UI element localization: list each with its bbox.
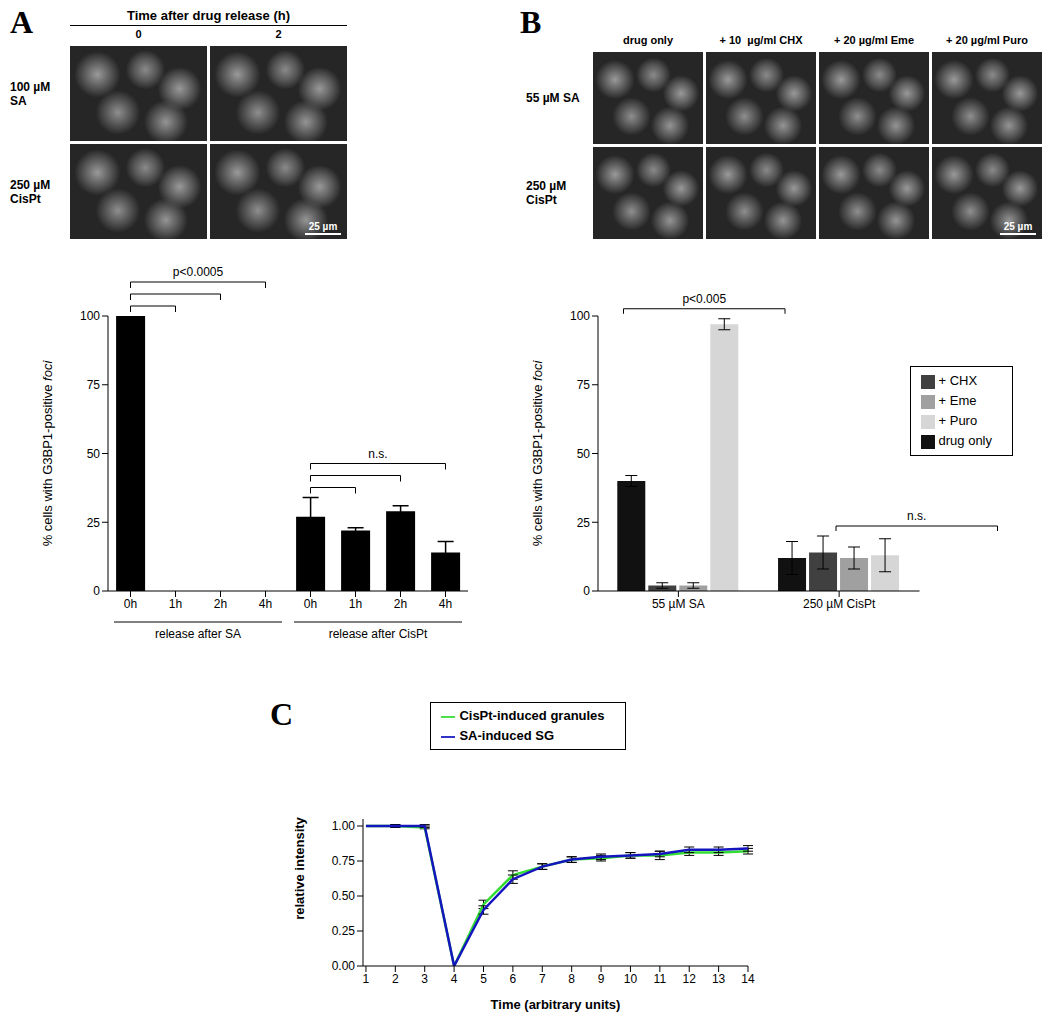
html-text:drug only: drug only	[622, 34, 673, 46]
svg-text:1h: 1h	[169, 597, 182, 611]
svg-text:0.50: 0.50	[332, 889, 356, 903]
html-text:0: 0	[135, 28, 142, 40]
html-text:CisPt-induced granules: CisPt-induced granules	[459, 708, 605, 723]
html-text:B: B	[520, 4, 542, 40]
html-text:drug only: drug only	[938, 433, 992, 448]
svg-text:250 µM CisPt: 250 µM CisPt	[803, 597, 876, 611]
svg-text:7: 7	[539, 972, 546, 986]
svg-text:100: 100	[570, 309, 590, 323]
html-text:+ 20 µg/ml Eme: + 20 µg/ml Eme	[834, 34, 914, 46]
svg-text:0h: 0h	[124, 597, 137, 611]
svg-text:0.00: 0.00	[332, 959, 356, 973]
svg-text:Time (arbitrary units): Time (arbitrary units)	[491, 997, 621, 1012]
svg-text:11: 11	[654, 972, 667, 986]
svg-text:0: 0	[93, 584, 100, 598]
svg-text:1.00: 1.00	[332, 819, 356, 833]
svg-text:4: 4	[451, 972, 458, 986]
html-text:100 µM SA: 100 µM SA	[10, 79, 51, 108]
svg-text:10: 10	[624, 972, 638, 986]
svg-text:1h: 1h	[349, 597, 362, 611]
svg-text:25: 25	[87, 516, 101, 530]
svg-text:50: 50	[577, 447, 591, 461]
svg-text:n.s.: n.s.	[368, 447, 387, 461]
html-text:25 µm: 25 µm	[308, 221, 338, 232]
html-text:25 µm: 25 µm	[1003, 221, 1033, 232]
svg-text:55 µM SA: 55 µM SA	[652, 597, 705, 611]
svg-text:4h: 4h	[259, 597, 272, 611]
svg-text:100: 100	[80, 309, 100, 323]
svg-text:50: 50	[87, 447, 101, 461]
html-text:2: 2	[275, 28, 282, 40]
svg-text:release after SA: release after SA	[155, 627, 241, 641]
svg-text:0.25: 0.25	[332, 924, 356, 938]
html-text:+ Eme: + Eme	[938, 393, 977, 408]
svg-text:13: 13	[712, 972, 726, 986]
svg-text:% cells with G3BP1-positive fo: % cells with G3BP1-positive foci	[40, 360, 55, 547]
svg-text:p<0.0005: p<0.0005	[173, 265, 224, 279]
svg-text:3: 3	[421, 972, 428, 986]
html-text:+ 10 µg/ml CHX: + 10 µg/ml CHX	[719, 34, 803, 46]
svg-text:6: 6	[510, 972, 517, 986]
svg-text:% cells with G3BP1-positive fo: % cells with G3BP1-positive foci	[530, 360, 545, 547]
html-text:250 µM CisPt: 250 µM CisPt	[10, 177, 51, 206]
svg-text:n.s.: n.s.	[907, 509, 926, 523]
svg-text:75: 75	[577, 378, 591, 392]
svg-text:5: 5	[480, 972, 487, 986]
svg-text:25: 25	[577, 516, 591, 530]
svg-text:2: 2	[392, 972, 399, 986]
svg-text:2h: 2h	[394, 597, 407, 611]
svg-text:8: 8	[568, 972, 575, 986]
svg-text:9: 9	[598, 972, 605, 986]
svg-text:0h: 0h	[304, 597, 317, 611]
svg-text:release after CisPt: release after CisPt	[329, 627, 428, 641]
html-text:55 µM SA: 55 µM SA	[526, 91, 580, 105]
html-text:250 µM CisPt: 250 µM CisPt	[526, 179, 567, 207]
svg-text:2h: 2h	[214, 597, 227, 611]
svg-text:75: 75	[87, 378, 101, 392]
html-text:SA-induced SG: SA-induced SG	[459, 728, 554, 743]
html-text:+ CHX: + CHX	[938, 373, 978, 388]
html-text:+ 20 µg/ml Puro: + 20 µg/ml Puro	[946, 34, 1028, 46]
svg-text:12: 12	[683, 972, 697, 986]
html-text:+ Puro: + Puro	[938, 413, 978, 428]
html-text:C: C	[270, 696, 294, 732]
svg-text:p<0.005: p<0.005	[682, 292, 726, 306]
html-text:A: A	[10, 4, 34, 40]
svg-text:4h: 4h	[439, 597, 452, 611]
svg-text:relative intensity: relative intensity	[292, 816, 307, 919]
svg-text:14: 14	[741, 972, 755, 986]
svg-text:0.75: 0.75	[332, 854, 356, 868]
svg-text:1: 1	[363, 972, 370, 986]
html-text:Time after drug release (h): Time after drug release (h)	[127, 8, 290, 23]
svg-text:0: 0	[583, 584, 590, 598]
